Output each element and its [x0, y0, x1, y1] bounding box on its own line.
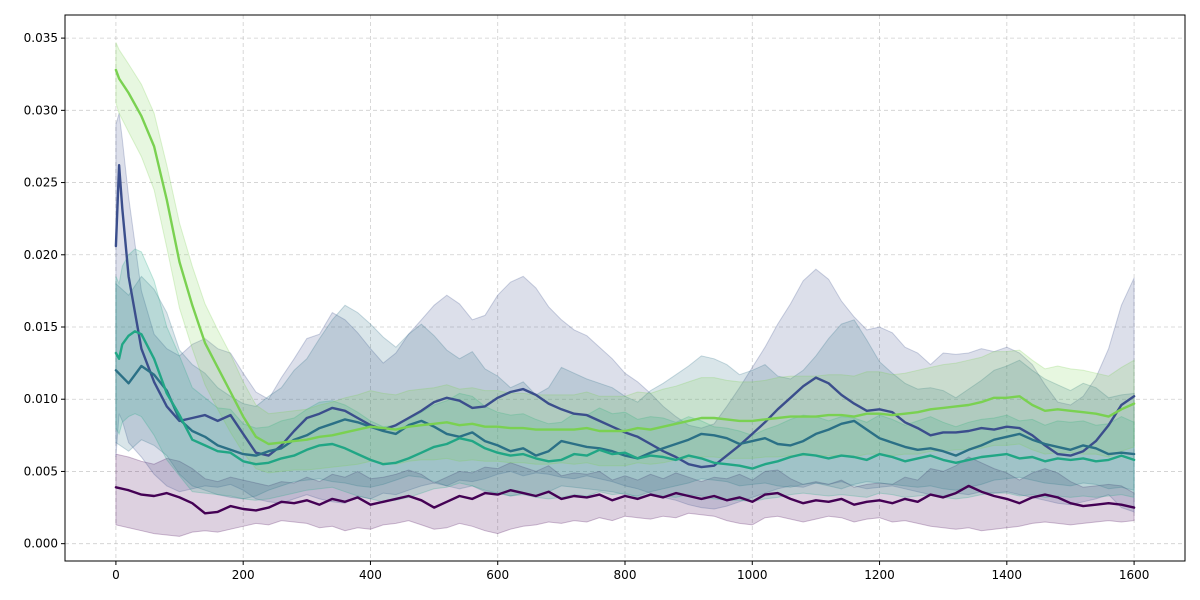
- series-line-1: [114, 484, 1136, 515]
- y-tick-label: 0.010: [24, 392, 58, 406]
- series-line-3: [114, 364, 1136, 460]
- series-lines: [114, 68, 1136, 515]
- x-tick-label: 400: [359, 568, 382, 582]
- x-tick-label: 1600: [1119, 568, 1150, 582]
- grid: [65, 15, 1185, 561]
- series-line-4: [114, 330, 1136, 470]
- x-tick-label: 800: [614, 568, 637, 582]
- x-tick-label: 200: [232, 568, 255, 582]
- x-tick-label: 1200: [864, 568, 895, 582]
- x-tick-label: 0: [112, 568, 120, 582]
- y-tick-label: 0.005: [24, 464, 58, 478]
- series-band-5: [115, 42, 1135, 474]
- series-band-2: [115, 113, 1135, 513]
- y-tick-label: 0.025: [24, 176, 58, 190]
- series-band-3: [115, 275, 1135, 500]
- x-axis: 0 200 400 600 800 1000 1200 1400 1600: [112, 561, 1149, 582]
- y-tick-label: 0.035: [24, 31, 58, 45]
- x-tick-label: 600: [486, 568, 509, 582]
- y-axis: 0.000 0.005 0.010 0.015 0.020 0.025 0.030 0.035: [24, 31, 65, 551]
- series-line-2: [114, 164, 1136, 469]
- x-tick-label: 1400: [992, 568, 1023, 582]
- y-tick-label: 0.000: [24, 537, 58, 551]
- y-tick-label: 0.015: [24, 320, 58, 334]
- y-tick-label: 0.030: [24, 103, 58, 117]
- x-tick-label: 1000: [737, 568, 768, 582]
- series-line-5: [114, 68, 1136, 446]
- y-tick-label: 0.020: [24, 248, 58, 262]
